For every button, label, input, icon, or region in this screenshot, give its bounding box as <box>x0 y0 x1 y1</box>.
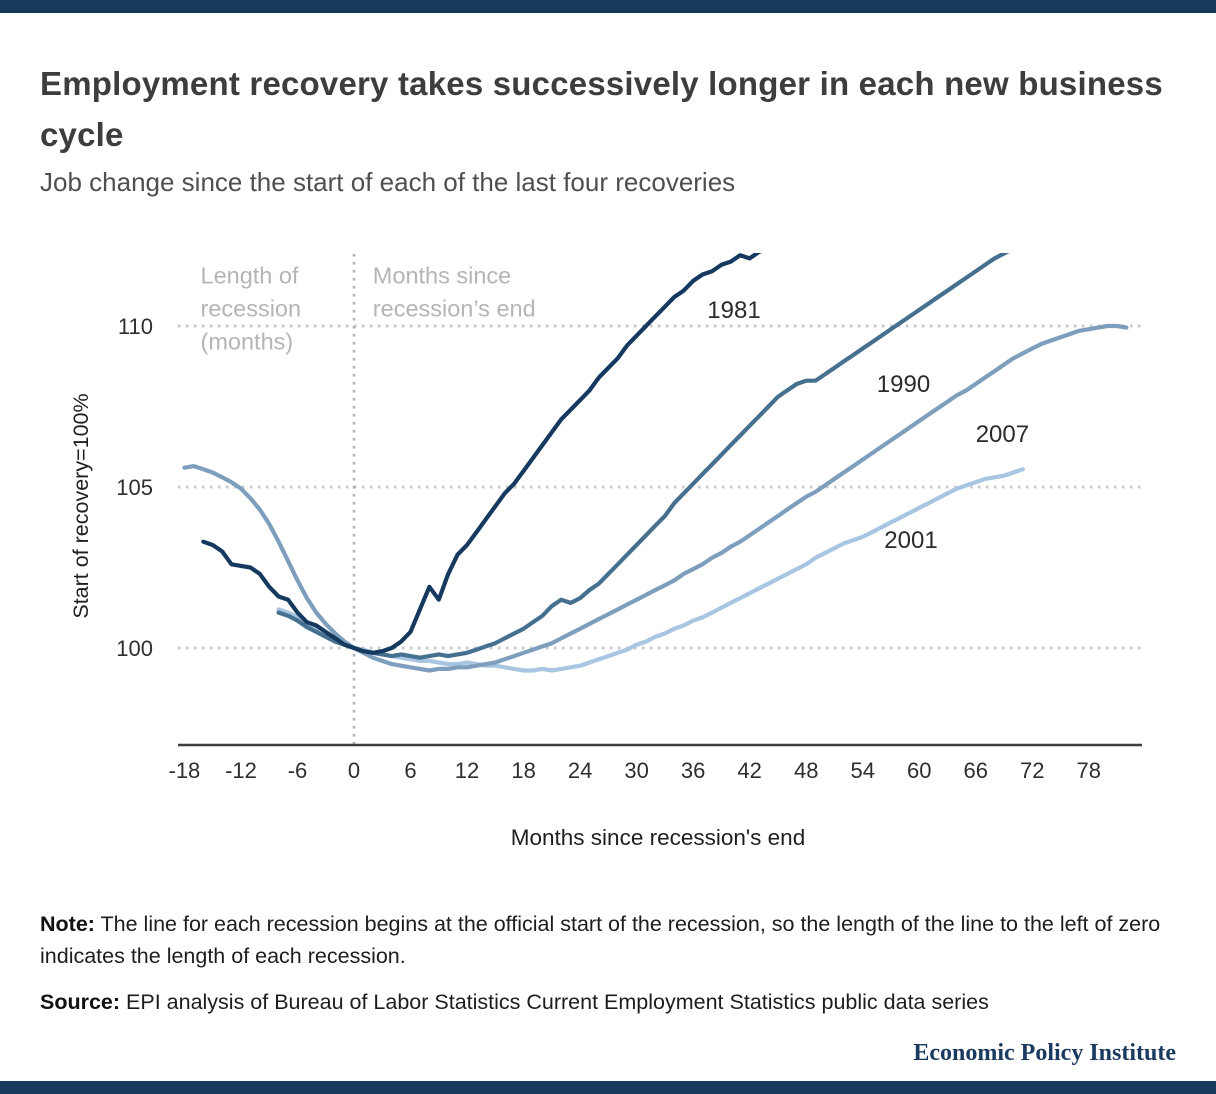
series-label-1990: 1990 <box>877 371 930 398</box>
annotation-length-of-recession: Length of <box>201 263 299 289</box>
x-tick-label-18: 18 <box>511 758 535 783</box>
series-label-2001: 2001 <box>884 527 937 554</box>
x-tick-label-6: 6 <box>404 758 416 783</box>
top-accent-bar <box>0 0 1216 13</box>
note-prefix: Note: <box>40 912 95 936</box>
series-line-1981 <box>201 253 763 655</box>
epi-wordmark: Economic Policy Institute <box>913 1040 1176 1066</box>
x-tick-label-24: 24 <box>568 758 592 783</box>
x-tick-label-30: 30 <box>624 758 648 783</box>
x-tick-label-36: 36 <box>681 758 705 783</box>
recovery-line-chart: Length of recession (months) Months since re… <box>0 248 1216 868</box>
series-line-2007 <box>182 323 1129 673</box>
x-axis-title: Months since recession's end <box>511 825 805 850</box>
y-tick-label-110: 110 <box>118 314 153 339</box>
chart-svg: Length of recession (months) Months since re… <box>69 253 1142 850</box>
y-axis-title: Start of recovery=100% <box>69 393 93 618</box>
y-tick-label-105: 105 <box>116 475 153 500</box>
source-prefix: Source: <box>40 990 121 1014</box>
bottom-accent-bar <box>0 1081 1216 1094</box>
annotation-length-of-recession: recession <box>201 296 302 322</box>
annotation-length-of-recession: (months) <box>201 329 294 355</box>
x-tick-label-42: 42 <box>737 758 761 783</box>
source-body: EPI analysis of Bureau of Labor Statisti… <box>120 990 989 1014</box>
x-tick-label-0: 0 <box>348 758 360 783</box>
note-body: The line for each recession begins at th… <box>40 912 1161 969</box>
y-tick-label-100: 100 <box>116 636 153 661</box>
x-tick-label--18: -18 <box>169 758 201 783</box>
x-tick-label-78: 78 <box>1077 758 1101 783</box>
chart-note: Note: The line for each recession begins… <box>40 908 1190 973</box>
series-label-2007: 2007 <box>976 421 1029 448</box>
x-tick-label--6: -6 <box>288 758 308 783</box>
series-line-1990 <box>276 253 1010 660</box>
x-tick-label-48: 48 <box>794 758 818 783</box>
chart-title: Employment recovery takes successively l… <box>40 65 1163 154</box>
x-tick-label-54: 54 <box>850 758 874 783</box>
chart-subtitle: Job change since the start of each of th… <box>40 167 736 197</box>
x-tick-label-60: 60 <box>907 758 931 783</box>
series-line-2001 <box>276 467 1025 673</box>
annotation-months-since-recession-end: recession’s end <box>373 296 536 322</box>
x-tick-label-72: 72 <box>1020 758 1044 783</box>
x-tick-label--12: -12 <box>225 758 257 783</box>
chart-source: Source: EPI analysis of Bureau of Labor … <box>40 986 1190 1018</box>
series-label-1981: 1981 <box>707 297 760 324</box>
annotation-months-since-recession-end: Months since <box>373 263 511 289</box>
x-tick-label-12: 12 <box>455 758 479 783</box>
x-tick-label-66: 66 <box>963 758 987 783</box>
